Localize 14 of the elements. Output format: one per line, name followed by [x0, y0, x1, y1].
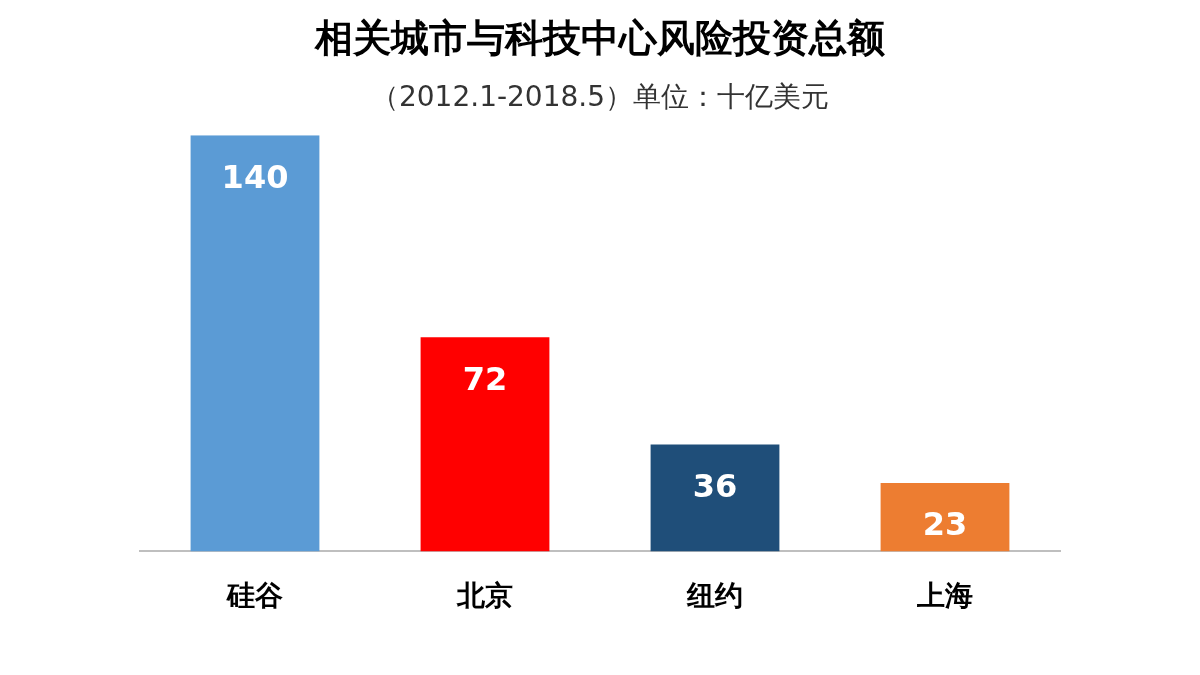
chart-subtitle: （2012.1-2018.5）单位：十亿美元: [370, 79, 830, 113]
bar: [880, 483, 1010, 552]
bar: [190, 135, 320, 552]
x-tick-label: 硅谷: [226, 579, 283, 613]
data-label: 36: [692, 466, 738, 505]
chart-title: 相关城市与科技中心风险投资总额: [314, 15, 885, 60]
x-tick-label: 纽约: [686, 579, 743, 613]
data-label: 140: [221, 157, 289, 196]
x-tick-label: 北京: [456, 579, 513, 613]
bar: [650, 444, 780, 552]
x-tick-label: 上海: [916, 579, 973, 613]
data-label: 72: [462, 359, 508, 398]
data-label: 23: [922, 505, 968, 544]
bar: [420, 337, 550, 552]
